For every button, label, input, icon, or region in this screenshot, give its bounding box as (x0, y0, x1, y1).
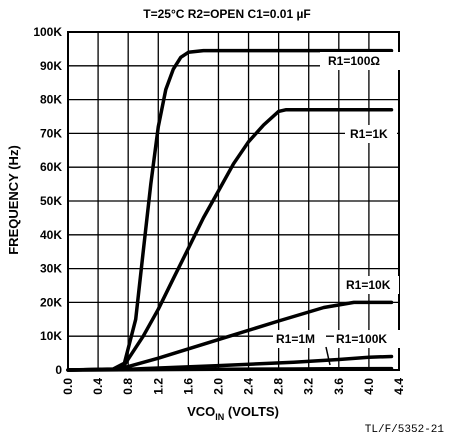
series-label-r100: R1=100Ω (328, 54, 380, 68)
y-axis-label: FREQUENCY (Hz) (6, 145, 21, 255)
x-tick-label: 2.8 (272, 378, 286, 395)
figure-id: TL/F/5352-21 (365, 424, 445, 436)
series-label-r100k: R1=100K (336, 332, 387, 346)
label-bg-r10k (343, 276, 399, 294)
y-tick-label: 0 (55, 363, 62, 377)
y-tick-labels: 0 10K 20K 30K 40K 50K 60K 70K 80K 90K 100K (33, 25, 62, 377)
chart-title: T=25°C R2=OPEN C1=0.01 µF (143, 7, 310, 21)
series-labels: R1=100Ω R1=1K R1=10K R1=1M R1=100K (273, 52, 400, 366)
x-tick-label: 2.0 (211, 378, 225, 395)
x-axis-label-subscript: IN (215, 412, 224, 422)
label-bg-r100k (334, 330, 400, 348)
y-tick-label: 80K (40, 93, 62, 107)
y-tick-label: 100K (33, 25, 62, 39)
x-tick-label: 4.4 (392, 378, 406, 395)
x-tick-label: 3.2 (302, 378, 316, 395)
x-tick-label: 1.6 (181, 378, 195, 395)
x-axis-label-main: VCO (187, 404, 215, 419)
series-line (66, 48, 394, 372)
y-tick-label: 20K (40, 295, 62, 309)
x-tick-label: 3.6 (332, 378, 346, 395)
series-lines (66, 48, 394, 372)
label-bg-r1k (345, 125, 397, 143)
y-tick-label: 30K (40, 262, 62, 276)
series-label-r10k: R1=10K (346, 278, 391, 292)
y-tick-label: 40K (40, 228, 62, 242)
label-bg-r1m (273, 330, 326, 348)
y-tick-label: 60K (40, 160, 62, 174)
series-line (66, 366, 394, 372)
y-tick-label: 50K (40, 194, 62, 208)
x-tick-label: 1.2 (151, 378, 165, 395)
series-label-r1m: R1=1M (276, 332, 315, 346)
leader-r1m (325, 346, 331, 366)
x-tick-labels: 0.0 0.4 0.8 1.2 1.6 2.0 2.4 2.8 3.2 3.6 4.0 4.4 (61, 378, 406, 395)
label-bg-r100 (320, 52, 400, 70)
x-tick-label: 0.4 (91, 378, 105, 395)
x-tick-label: 2.4 (242, 378, 256, 395)
series-line (66, 107, 394, 372)
x-axis-label: VCOIN (VOLTS) (187, 404, 279, 422)
grid (68, 32, 399, 370)
series-label-r1k: R1=1K (350, 127, 388, 141)
x-tick-label: 4.0 (362, 378, 376, 395)
y-tick-label: 90K (40, 59, 62, 73)
x-axis-label-suffix: (VOLTS) (224, 404, 279, 419)
x-tick-label: 0.8 (121, 378, 135, 395)
x-tick-label: 0.0 (61, 378, 75, 395)
y-tick-label: 10K (40, 329, 62, 343)
y-tick-label: 70K (40, 126, 62, 140)
